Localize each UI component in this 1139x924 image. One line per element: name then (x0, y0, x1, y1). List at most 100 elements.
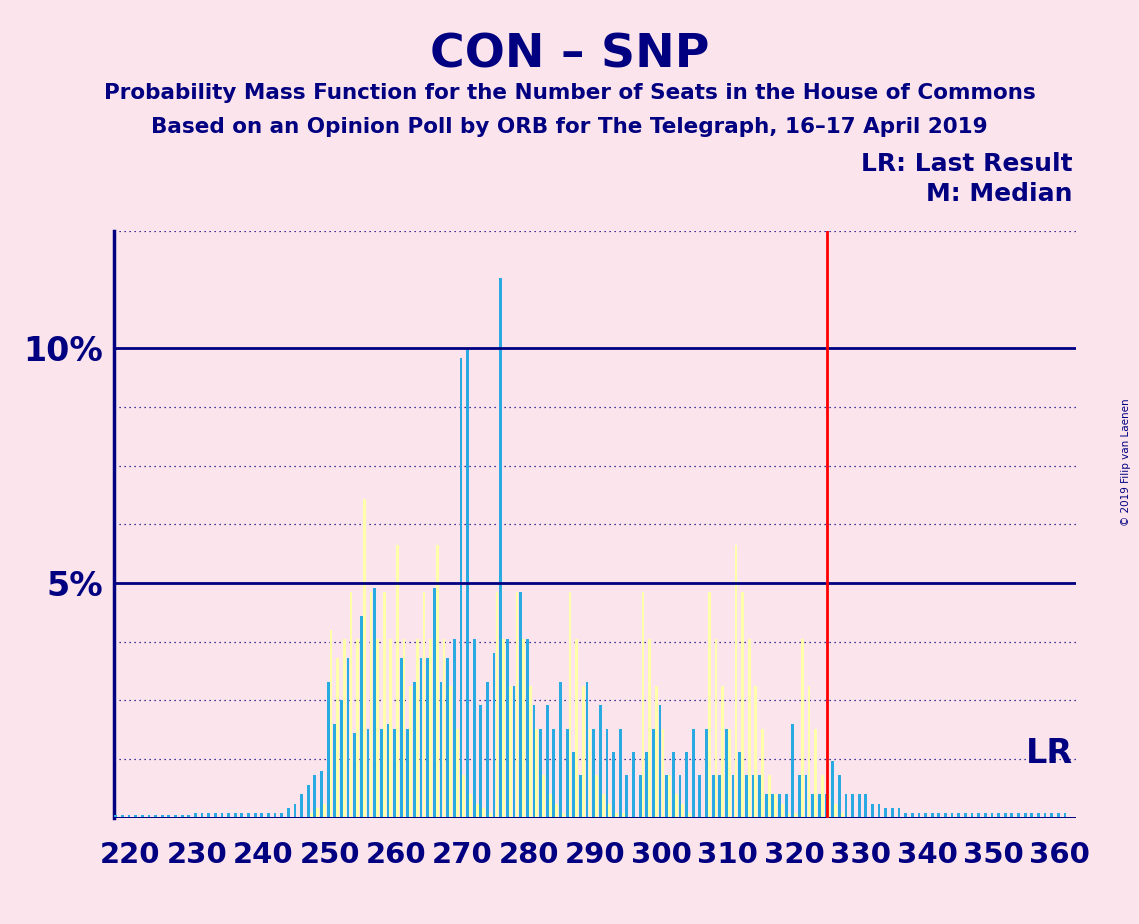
Bar (390, 639, 392, 818)
Bar (808, 687, 810, 818)
Bar (741, 592, 744, 818)
Bar (984, 813, 986, 818)
Bar (911, 813, 913, 818)
Bar (1036, 813, 1040, 818)
Bar (495, 592, 499, 818)
Bar (798, 775, 801, 818)
Bar (519, 592, 522, 818)
Bar (367, 728, 369, 818)
Bar (459, 358, 462, 818)
Bar (804, 775, 808, 818)
Bar (416, 639, 419, 818)
Bar (582, 687, 584, 818)
Bar (599, 705, 601, 818)
Bar (436, 545, 439, 818)
Bar (556, 804, 558, 818)
Bar (469, 795, 472, 818)
Bar (937, 813, 940, 818)
Bar (227, 813, 230, 818)
Text: 230: 230 (166, 841, 228, 869)
Bar (844, 795, 847, 818)
Bar (306, 784, 310, 818)
Bar (785, 795, 787, 818)
Bar (313, 775, 317, 818)
Bar (533, 705, 535, 818)
Bar (691, 728, 695, 818)
Bar (871, 804, 874, 818)
Bar (585, 682, 589, 818)
Bar (728, 728, 731, 818)
Bar (546, 705, 549, 818)
Bar (369, 592, 372, 818)
Bar (376, 639, 379, 818)
Bar (719, 775, 721, 818)
Bar (535, 728, 539, 818)
Bar (327, 682, 329, 818)
Bar (539, 728, 542, 818)
Bar (964, 813, 967, 818)
Bar (858, 795, 861, 818)
Bar (814, 728, 817, 818)
Bar (453, 639, 456, 818)
Bar (134, 815, 137, 818)
Bar (396, 545, 399, 818)
Bar (575, 639, 579, 818)
Bar (1031, 813, 1033, 818)
Bar (407, 728, 409, 818)
Bar (174, 815, 177, 818)
Bar (646, 752, 648, 818)
Bar (294, 804, 296, 818)
Bar (601, 795, 605, 818)
Bar (393, 728, 396, 818)
Bar (665, 775, 669, 818)
Bar (240, 813, 244, 818)
Bar (714, 639, 718, 818)
Bar (752, 775, 754, 818)
Text: 270: 270 (432, 841, 493, 869)
Bar (825, 795, 827, 818)
Bar (688, 813, 691, 818)
Bar (991, 813, 993, 818)
Bar (573, 752, 575, 818)
Bar (114, 815, 117, 818)
Bar (121, 815, 124, 818)
Bar (433, 588, 436, 818)
Bar (161, 815, 164, 818)
Bar (771, 795, 775, 818)
Text: 300: 300 (631, 841, 691, 869)
Bar (705, 728, 708, 818)
Bar (775, 795, 777, 818)
Bar (502, 639, 505, 818)
Bar (708, 592, 711, 818)
Bar (167, 815, 170, 818)
Bar (413, 682, 416, 818)
Bar (679, 775, 681, 818)
Bar (462, 775, 465, 818)
Bar (606, 728, 608, 818)
Bar (423, 592, 425, 818)
Bar (904, 813, 907, 818)
Bar (579, 775, 582, 818)
Bar (261, 813, 263, 818)
Text: LR: LR (1026, 736, 1073, 770)
Bar (831, 761, 834, 818)
Bar (562, 813, 565, 818)
Bar (834, 804, 837, 818)
Bar (516, 592, 518, 818)
Bar (334, 723, 336, 818)
Text: 340: 340 (896, 841, 958, 869)
Bar (336, 658, 339, 818)
Bar (403, 639, 405, 818)
Bar (761, 728, 764, 818)
Bar (865, 795, 867, 818)
Bar (615, 813, 617, 818)
Text: 290: 290 (565, 841, 625, 869)
Bar (310, 813, 312, 818)
Bar (721, 687, 724, 818)
Bar (618, 728, 622, 818)
Bar (273, 813, 277, 818)
Bar (473, 639, 476, 818)
Bar (542, 775, 544, 818)
Text: 350: 350 (962, 841, 1024, 869)
Text: LR: Last Result: LR: Last Result (861, 152, 1073, 176)
